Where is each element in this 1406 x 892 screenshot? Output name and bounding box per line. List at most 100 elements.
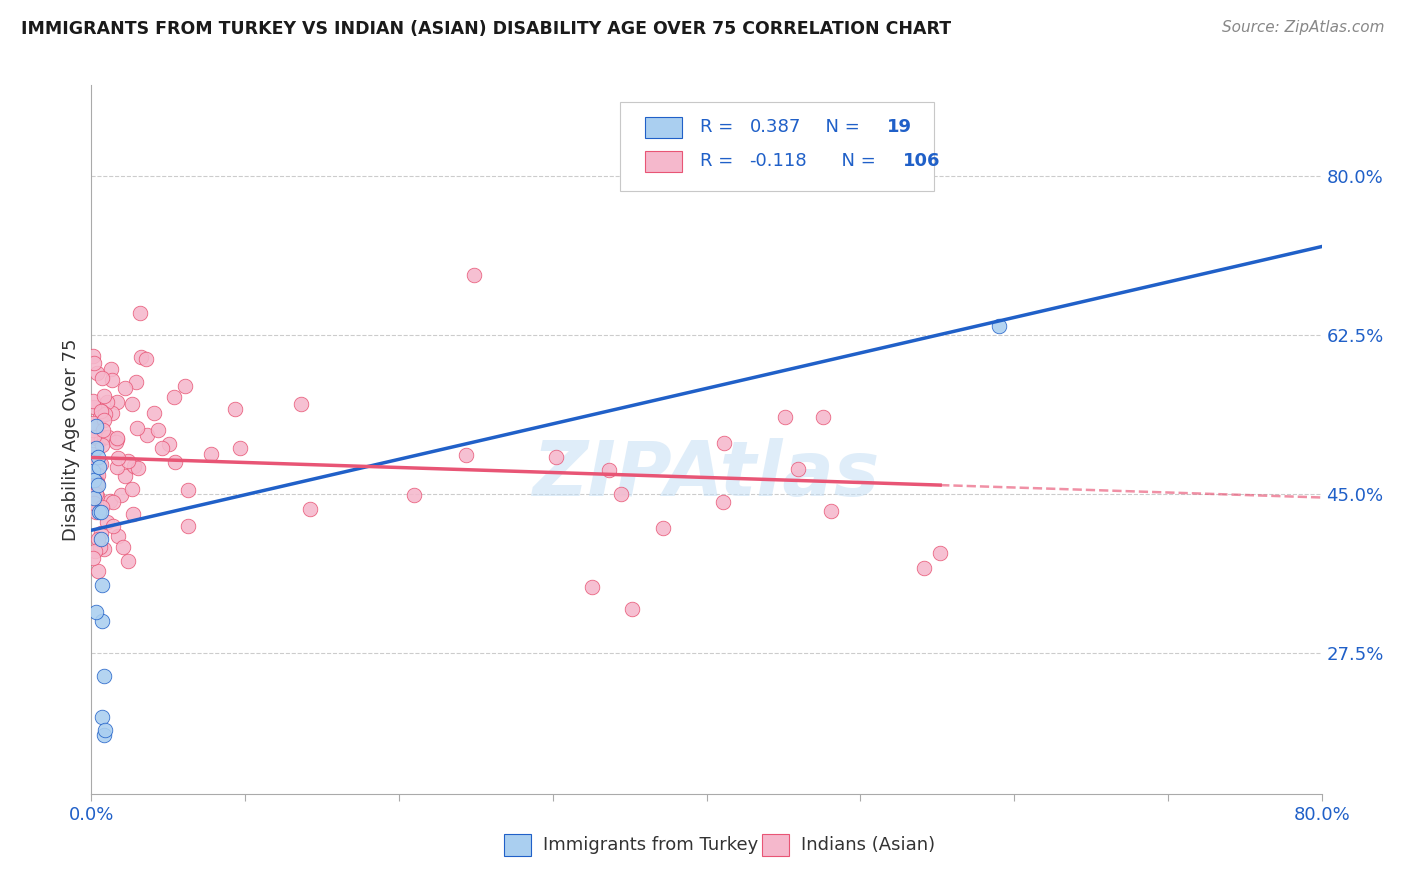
Point [163,455,186,469]
Point [84,605,107,619]
Point [713,436,735,450]
Point [290,397,312,411]
Point [84,432,107,446]
Y-axis label: Disability Age Over 75: Disability Age Over 75 [62,338,80,541]
Point [93,728,115,742]
Point [546,450,568,465]
Point [86,490,108,504]
Point [121,397,143,411]
Point [987,318,1010,333]
Text: R =: R = [700,119,740,136]
Point [610,487,633,501]
Point [163,390,186,404]
Point [84,487,107,501]
Point [86,450,108,465]
Point [86,367,108,381]
Point [82,451,104,466]
Point [912,561,935,575]
Point [87,459,110,474]
Point [110,488,132,502]
Point [621,602,644,616]
Point [83,491,105,506]
Point [91,709,114,723]
Text: 106: 106 [903,153,941,170]
Point [224,402,246,417]
Point [820,504,842,518]
Point [90,526,112,541]
Point [82,416,104,430]
Point [150,441,173,455]
Point [89,403,111,417]
Point [82,464,104,478]
Point [177,519,200,533]
Point [94,723,117,738]
Point [135,352,157,367]
Point [93,669,115,683]
Text: IMMIGRANTS FROM TURKEY VS INDIAN (ASIAN) DISABILITY AGE OVER 75 CORRELATION CHAR: IMMIGRANTS FROM TURKEY VS INDIAN (ASIAN)… [21,20,952,37]
Point [107,450,129,465]
Point [90,438,112,452]
Text: N =: N = [830,153,882,170]
Point [86,475,108,489]
Point [129,351,152,365]
Point [125,376,148,390]
Point [83,429,105,443]
Point [811,409,834,424]
Point [173,378,195,392]
Point [96,515,118,529]
Point [94,407,117,421]
Point [105,434,128,449]
Point [121,507,143,521]
Point [200,447,222,461]
Point [82,393,104,408]
Point [122,458,145,473]
Point [100,362,122,376]
Point [84,484,107,499]
Point [117,454,139,468]
Point [82,423,104,437]
Point [929,546,952,560]
Point [89,409,111,424]
Point [96,395,118,409]
Text: Indians (Asian): Indians (Asian) [801,836,935,854]
Point [117,554,139,568]
Text: Immigrants from Turkey: Immigrants from Turkey [543,836,758,854]
Point [107,528,129,542]
Point [146,423,169,437]
Point [105,432,128,446]
Point [786,462,808,476]
Point [463,268,485,282]
Point [652,521,675,535]
Point [101,406,124,420]
Point [228,441,250,455]
Point [100,373,122,387]
Point [93,430,115,444]
Point [86,477,108,491]
Point [89,540,111,554]
Point [93,542,115,557]
Point [177,483,200,497]
Point [142,406,165,420]
Bar [503,834,530,856]
Point [402,487,425,501]
Point [91,578,114,592]
Point [93,413,115,427]
Point [112,540,135,554]
Point [84,469,107,483]
Point [83,473,105,487]
Point [90,432,112,446]
Point [121,482,143,496]
Text: Source: ZipAtlas.com: Source: ZipAtlas.com [1222,20,1385,35]
Point [90,533,112,547]
Text: N =: N = [814,119,865,136]
Point [129,306,152,320]
Text: 19: 19 [887,119,912,136]
Point [83,400,105,414]
Point [101,495,124,509]
Point [84,442,107,456]
Point [91,370,114,384]
Bar [762,834,789,856]
Point [83,355,105,369]
Point [711,495,734,509]
Point [90,404,112,418]
